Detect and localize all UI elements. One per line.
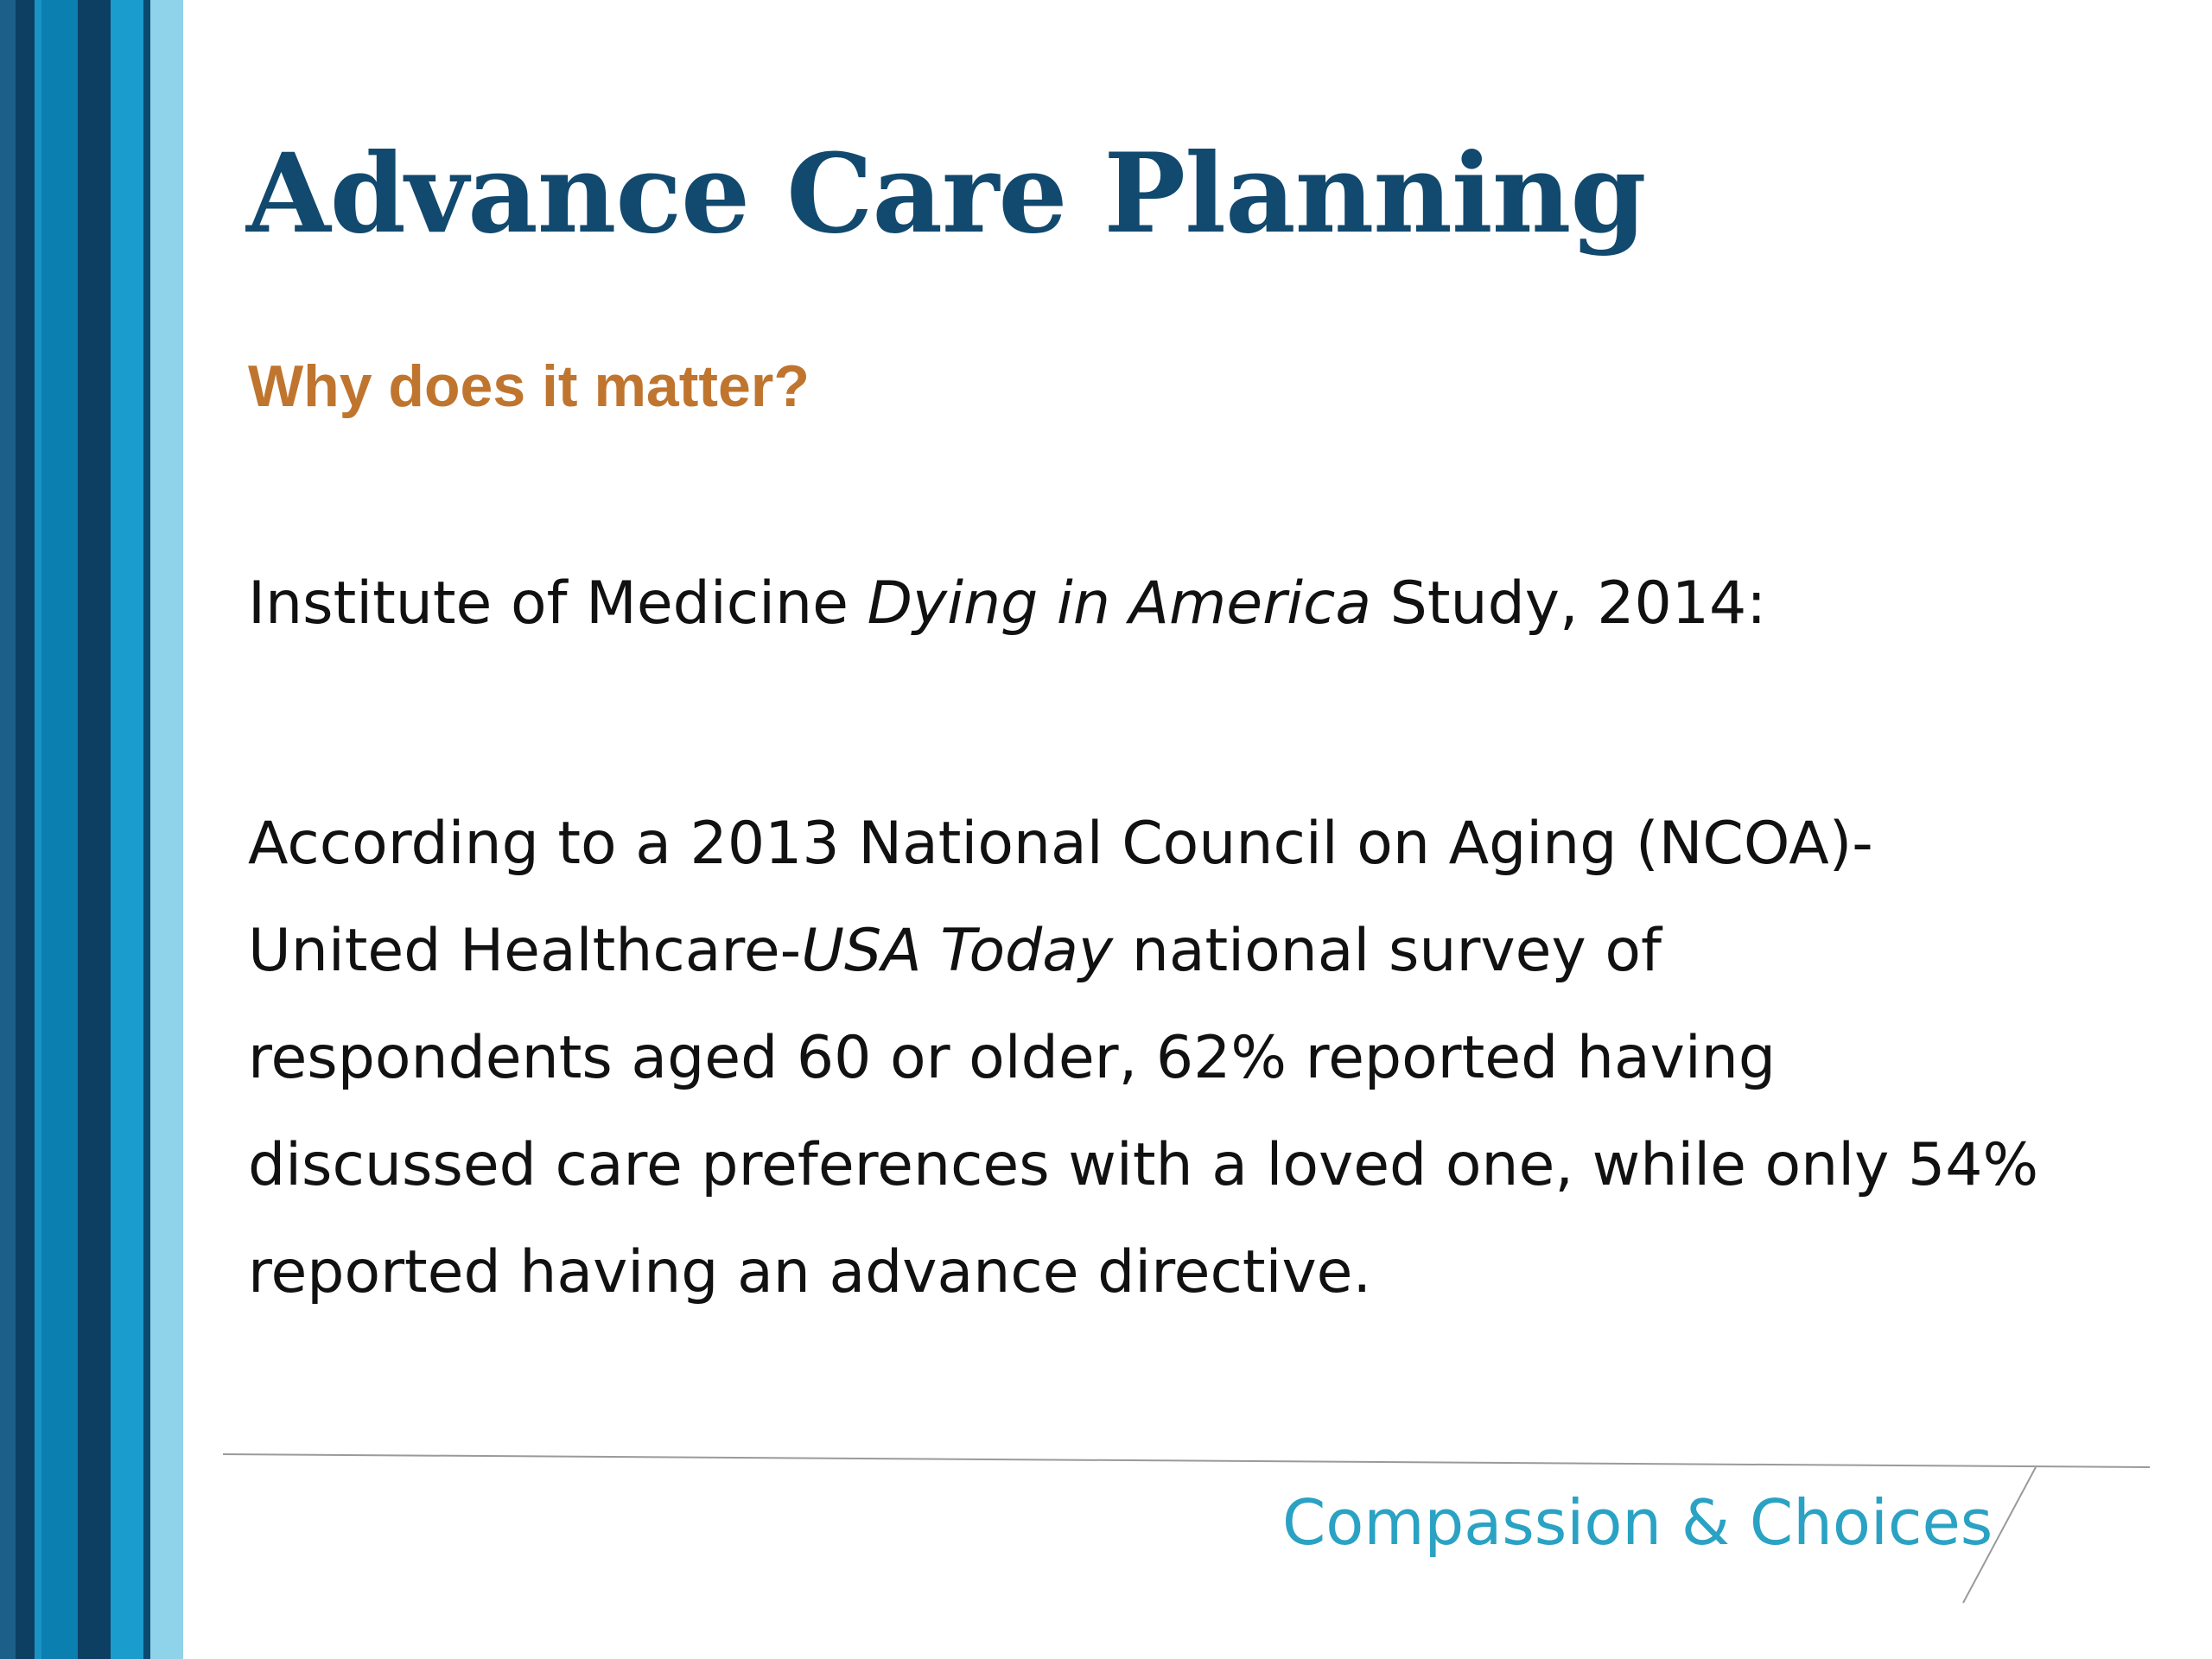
stripe [16, 0, 35, 1659]
survey-line: discussed care preferences with a loved … [248, 1131, 2039, 1199]
divider-line [222, 1453, 2151, 1468]
survey-text: United Healthcare- [248, 917, 802, 985]
decorative-stripes [0, 0, 183, 1659]
stripe [78, 0, 111, 1659]
divider-slash [1962, 1466, 2037, 1604]
stripe [111, 0, 143, 1659]
survey-text: national survey of [1113, 917, 1662, 985]
publication-title: USA Today [801, 917, 1114, 985]
study-text: Institute of Medicine [248, 569, 868, 638]
study-text: Study, 2014: [1371, 569, 1767, 638]
slide-subtitle: Why does it matter? [248, 353, 810, 419]
survey-line: respondents aged 60 or older, 62% report… [248, 1024, 1777, 1092]
stripe [150, 0, 183, 1659]
survey-line: United Healthcare-USA Today national sur… [248, 898, 2038, 1005]
survey-line: reported having an advance directive. [248, 1238, 1372, 1306]
stripe [35, 0, 41, 1659]
stripe [143, 0, 150, 1659]
stripe [41, 0, 78, 1659]
stripe [0, 0, 16, 1659]
slide-title: Advance Care Planning [246, 130, 1646, 257]
survey-line: According to a 2013 National Council on … [248, 810, 1873, 878]
survey-paragraph: According to a 2013 National Council on … [248, 791, 2038, 1326]
study-citation: Institute of Medicine Dying in America S… [248, 575, 1766, 633]
study-title: Dying in America [867, 569, 1372, 638]
brand-logo: Compassion & Choices [1282, 1486, 1993, 1559]
